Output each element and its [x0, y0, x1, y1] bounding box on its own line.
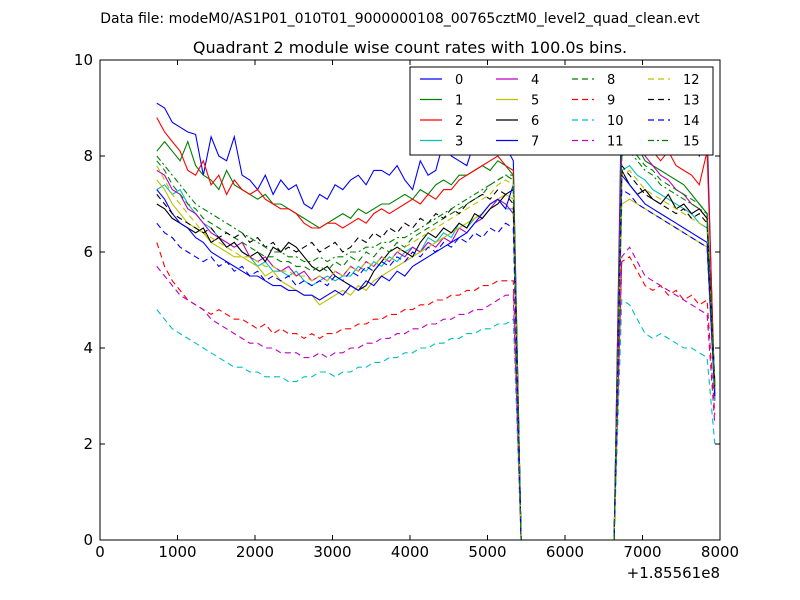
legend-label-14: 14 — [683, 114, 700, 129]
x-tick-label-4000: 4000 — [391, 543, 429, 561]
legend-label-10: 10 — [607, 114, 624, 129]
x-tick-label-6000: 6000 — [546, 543, 584, 561]
series-line-7 — [156, 173, 716, 541]
x-tick-label-7000: 7000 — [623, 543, 661, 561]
series-line-13 — [156, 164, 716, 541]
chart-title: Quadrant 2 module wise count rates with … — [193, 38, 627, 57]
x-offset-label: +1.85561e8 — [627, 564, 720, 582]
series-line-14 — [156, 188, 716, 541]
legend-label-5: 5 — [531, 94, 539, 109]
series-layer — [156, 78, 716, 541]
series-line-2 — [156, 93, 716, 541]
series-line-9 — [156, 242, 716, 541]
series-line-6 — [156, 168, 716, 541]
series-line-5 — [156, 179, 716, 541]
y-tick-label-10: 10 — [74, 51, 93, 69]
legend-label-9: 9 — [607, 94, 615, 109]
series-line-10 — [156, 299, 716, 541]
y-tick-label-6: 6 — [83, 243, 93, 261]
legend-label-8: 8 — [607, 73, 615, 88]
series-line-12 — [156, 165, 716, 541]
legend-label-13: 13 — [683, 94, 700, 109]
series-line-15 — [156, 150, 716, 541]
series-line-8 — [156, 145, 716, 541]
x-tick-label-8000: 8000 — [701, 543, 739, 561]
x-tick-label-2000: 2000 — [236, 543, 274, 561]
legend-label-3: 3 — [455, 135, 463, 150]
x-tick-label-0: 0 — [95, 543, 105, 561]
x-tick-label-1000: 1000 — [158, 543, 196, 561]
y-tick-label-4: 4 — [83, 339, 93, 357]
series-line-11 — [156, 246, 716, 541]
legend-label-15: 15 — [683, 135, 700, 150]
series-line-3 — [156, 164, 716, 541]
x-tick-label-3000: 3000 — [313, 543, 351, 561]
y-tick-label-8: 8 — [83, 147, 93, 165]
legend-label-12: 12 — [683, 73, 700, 88]
legend-label-7: 7 — [531, 135, 539, 150]
x-tick-label-5000: 5000 — [468, 543, 506, 561]
series-line-1 — [156, 136, 716, 541]
y-tick-label-2: 2 — [83, 435, 93, 453]
legend-label-2: 2 — [455, 114, 463, 129]
legend-label-6: 6 — [531, 114, 539, 129]
supertitle: Data file: modeM0/AS1P01_010T01_90000001… — [100, 11, 700, 27]
y-tick-label-0: 0 — [83, 531, 93, 549]
legend-label-4: 4 — [531, 73, 539, 88]
legend-label-11: 11 — [607, 135, 624, 150]
legend-label-0: 0 — [455, 73, 463, 88]
legend-label-1: 1 — [455, 94, 463, 109]
